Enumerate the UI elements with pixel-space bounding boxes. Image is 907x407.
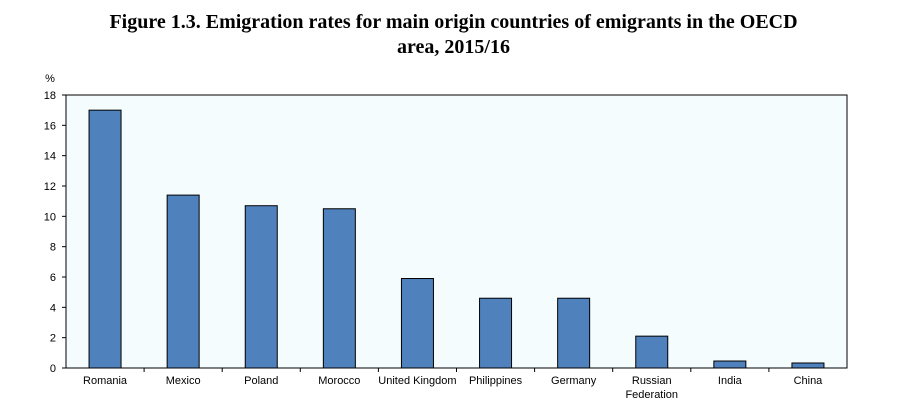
bar-russian-federation (635, 335, 669, 369)
bar-poland (244, 205, 278, 369)
chart-title-line1: Figure 1.3. Emigration rates for main or… (109, 11, 798, 33)
bar-germany (557, 297, 591, 369)
x-tick-label: Poland (244, 375, 278, 387)
x-tick-label: Russian (632, 375, 672, 387)
y-axis-label: % (45, 73, 55, 85)
y-tick-label: 18 (44, 90, 56, 102)
y-tick-label: 8 (50, 242, 56, 254)
y-tick-label: 2 (50, 333, 56, 345)
y-tick-label: 0 (50, 363, 56, 375)
y-tick-label: 12 (44, 181, 56, 193)
y-tick-label: 14 (44, 151, 56, 163)
bar-philippines (479, 297, 513, 369)
x-tick-label: China (794, 375, 824, 387)
bar-morocco (322, 208, 356, 369)
bar-romania (88, 109, 122, 369)
x-tick-label: Romania (83, 375, 128, 387)
chart-title: Figure 1.3. Emigration rates for main or… (0, 10, 907, 60)
x-tick-label: United Kingdom (378, 375, 456, 387)
y-tick-label: 16 (44, 120, 56, 132)
chart-title-line2: area, 2015/16 (397, 36, 510, 58)
y-tick-label: 6 (50, 272, 56, 284)
bar-mexico (166, 194, 200, 369)
bar-india (713, 360, 747, 369)
x-tick-label: Philippines (469, 375, 523, 387)
bar-united-kingdom (400, 278, 434, 369)
bar-china (791, 362, 825, 369)
x-tick-label: Morocco (318, 375, 360, 387)
x-tick-label: Mexico (166, 375, 201, 387)
y-tick-label: 10 (44, 211, 56, 223)
x-tick-label: Germany (551, 375, 597, 387)
x-tick-label: Federation (625, 389, 678, 401)
x-tick-label: India (718, 375, 743, 387)
y-tick-label: 4 (50, 302, 56, 314)
